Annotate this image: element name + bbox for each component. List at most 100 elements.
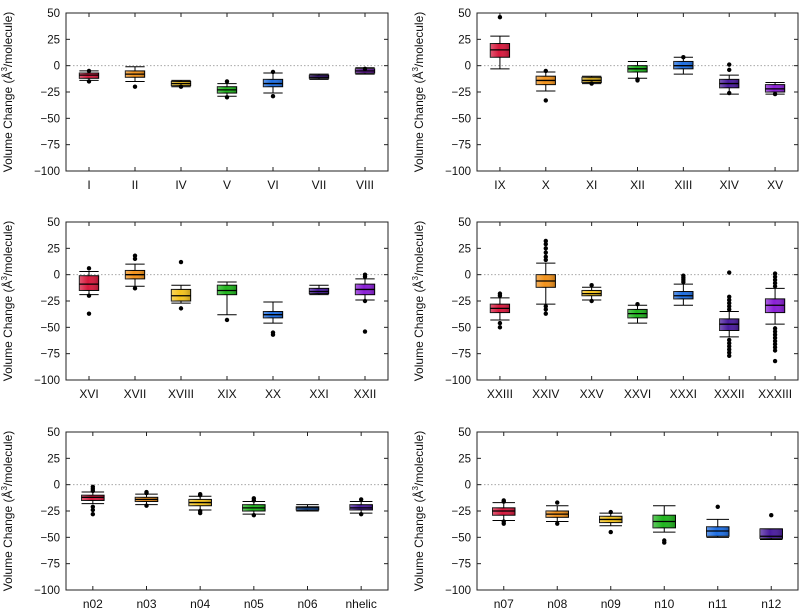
x-category-label: II [132, 178, 139, 192]
y-tick-label: −25 [451, 506, 471, 518]
box-VI: VI [262, 13, 284, 192]
x-category-label: XVI [79, 387, 98, 401]
box-II: II [124, 13, 146, 192]
y-axis-title-prefix: Volume Change (Å [0, 72, 15, 173]
x-category-label: XXIII [487, 387, 513, 401]
y-tick-label: −75 [451, 349, 471, 361]
chart-panel-1: 50 25 0 −25 −50 −75 −100 Volume Change (Å3/mole… [0, 8, 389, 192]
outlier-point [555, 521, 560, 526]
box-V: V [216, 13, 238, 192]
plot-frame [476, 221, 799, 381]
y-tick-label: −25 [451, 296, 471, 308]
x-category-label: XX [265, 387, 281, 401]
box-n06: n06 [295, 432, 320, 611]
outlier-point [727, 337, 732, 343]
outlier-point [589, 81, 594, 86]
outlier-point [358, 497, 364, 502]
outlier-point [251, 496, 257, 501]
outlier-point [772, 358, 778, 364]
x-category-label: XI [586, 178, 597, 192]
x-category-label: XVIII [168, 387, 194, 401]
box-XVI: XVI [78, 222, 100, 401]
y-tick-label: −75 [40, 559, 60, 571]
y-tick-label: −50 [40, 322, 60, 334]
y-tick-label: −50 [451, 532, 471, 544]
box-n04: n04 [188, 432, 212, 611]
x-category-label: XXXIII [758, 387, 792, 401]
outlier-point [543, 307, 548, 312]
plot-frame [476, 431, 799, 591]
y-tick-label: −75 [40, 349, 60, 361]
outlier-point [772, 326, 778, 331]
x-category-label: IX [494, 178, 505, 192]
y-axis-title-prefix: Volume Change (Å [0, 281, 15, 382]
outlier-point [132, 256, 138, 262]
outlier-point [727, 294, 732, 299]
outlier-point [543, 304, 548, 309]
x-category-label: V [223, 178, 231, 192]
outlier-point [90, 511, 96, 517]
outlier-point [772, 345, 778, 350]
outlier-point [178, 259, 184, 265]
y-axis-title-suffix: /molecule) [1, 12, 15, 67]
outlier-point [727, 344, 732, 349]
outlier-point [224, 79, 230, 84]
outlier-point [727, 300, 732, 306]
x-category-label: VIII [356, 178, 374, 192]
box-XVII: XVII [124, 222, 146, 401]
x-category-label: XIX [217, 387, 236, 401]
y-tick-label: −75 [40, 140, 60, 152]
x-category-label: XII [630, 178, 645, 192]
outlier-point [497, 291, 503, 296]
box-n03: n03 [134, 432, 159, 611]
outlier-point [86, 68, 92, 74]
chart-panel-4: 50 25 0 −25 −50 −75 −100 Volume Change (Å3/mole… [411, 217, 799, 401]
y-tick-label: −25 [40, 506, 60, 518]
y-tick-label: −75 [451, 559, 471, 571]
outlier-point [132, 84, 138, 89]
outlier-point [662, 538, 667, 543]
outlier-point [555, 500, 560, 505]
box-XXI: XXI [308, 222, 330, 401]
box-IX: IX [489, 13, 511, 192]
y-axis-title-suffix: /molecule) [412, 12, 426, 67]
y-tick-label: 25 [47, 243, 60, 255]
x-category-label: n05 [244, 597, 264, 611]
outlier-point [270, 94, 276, 99]
outlier-point [727, 307, 732, 312]
outlier-point [715, 504, 720, 509]
outlier-point [727, 304, 732, 309]
box-n05: n05 [242, 432, 266, 611]
outlier-point [90, 507, 96, 513]
box-XXXIII: XXXIII [758, 222, 792, 401]
outlier-point [543, 250, 548, 255]
y-axis-title: Volume Change (Å3/molecule) [411, 431, 426, 592]
x-category-label: n06 [297, 597, 317, 611]
y-axis-title: Volume Change (Å3/molecule) [0, 12, 15, 173]
x-category-label: X [542, 178, 550, 192]
box-XIV: XIV [719, 13, 740, 192]
y-tick-label: −100 [34, 375, 60, 387]
x-category-label: n04 [190, 597, 210, 611]
box-nhelic: nhelic [345, 432, 377, 611]
outlier-point [543, 241, 548, 247]
chart-panel-5: 50 25 0 −25 −50 −75 −100 Volume Change (Å3/mole… [0, 427, 389, 611]
y-axis-title-superscript: 3 [411, 486, 420, 491]
outlier-point [727, 340, 732, 346]
outlier-point [772, 284, 778, 289]
outlier-point [727, 90, 732, 96]
box-XX: XX [262, 222, 284, 401]
box-n07: n07 [492, 432, 516, 611]
y-tick-label: 50 [47, 8, 60, 20]
outlier-point [86, 266, 92, 271]
x-category-label: VII [312, 178, 327, 192]
y-tick-label: 0 [465, 480, 471, 492]
y-axis-title-suffix: /molecule) [412, 221, 426, 276]
box-VIII: VIII [354, 13, 376, 192]
outlier-point [589, 283, 594, 288]
chart-panel-3: 50 25 0 −25 −50 −75 −100 Volume Change (Å3/mole… [0, 217, 389, 401]
x-category-label: XXV [580, 387, 604, 401]
y-tick-label: 50 [458, 427, 471, 439]
box-shading [79, 275, 99, 291]
outlier-point [727, 353, 732, 358]
